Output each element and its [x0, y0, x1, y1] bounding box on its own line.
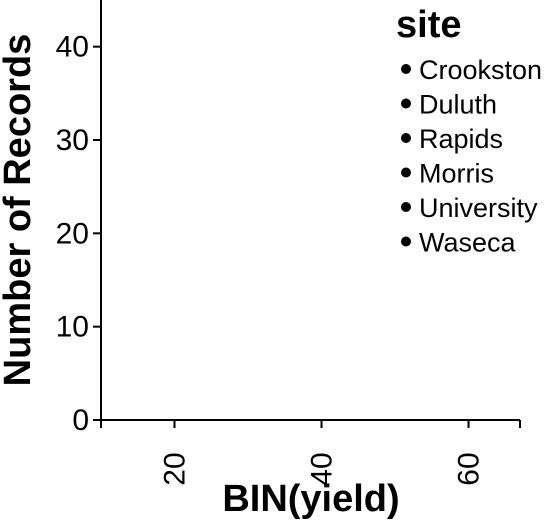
legend-label: University [419, 193, 538, 223]
x-tick-label: 20 [159, 452, 192, 485]
y-tick-label: 10 [56, 311, 89, 344]
x-axis-ticks: 20 40 60 [159, 420, 521, 486]
legend-marker [401, 202, 411, 212]
x-tick-label: 60 [453, 452, 486, 485]
legend-label: Crookston [419, 55, 542, 85]
y-axis-ticks: 0 10 20 30 40 [56, 31, 101, 437]
legend-entries: Crookston Duluth Rapids Morris University Was… [401, 55, 542, 258]
y-tick-label: 0 [72, 404, 89, 437]
legend-label: Morris [419, 159, 494, 189]
legend-marker [401, 64, 411, 74]
legend: site Crookston Duluth Rapids Morris Universi… [396, 4, 542, 258]
y-tick-label: 30 [56, 124, 89, 157]
legend-label: Waseca [419, 228, 517, 258]
legend-marker [401, 236, 411, 247]
axes: 0 10 20 30 40 20 40 60 [56, 0, 521, 486]
legend-title: site [396, 4, 461, 46]
legend-label: Duluth [419, 90, 497, 120]
y-tick-label: 20 [56, 217, 89, 250]
x-tick-label: 40 [306, 452, 339, 485]
legend-marker [401, 133, 411, 143]
legend-label: Rapids [419, 124, 503, 154]
y-axis-title: Number of Records [0, 34, 39, 387]
legend-marker [401, 98, 411, 109]
y-tick-label: 40 [56, 31, 89, 64]
x-axis-title: BIN(yield) [222, 478, 399, 520]
legend-marker [401, 167, 411, 178]
